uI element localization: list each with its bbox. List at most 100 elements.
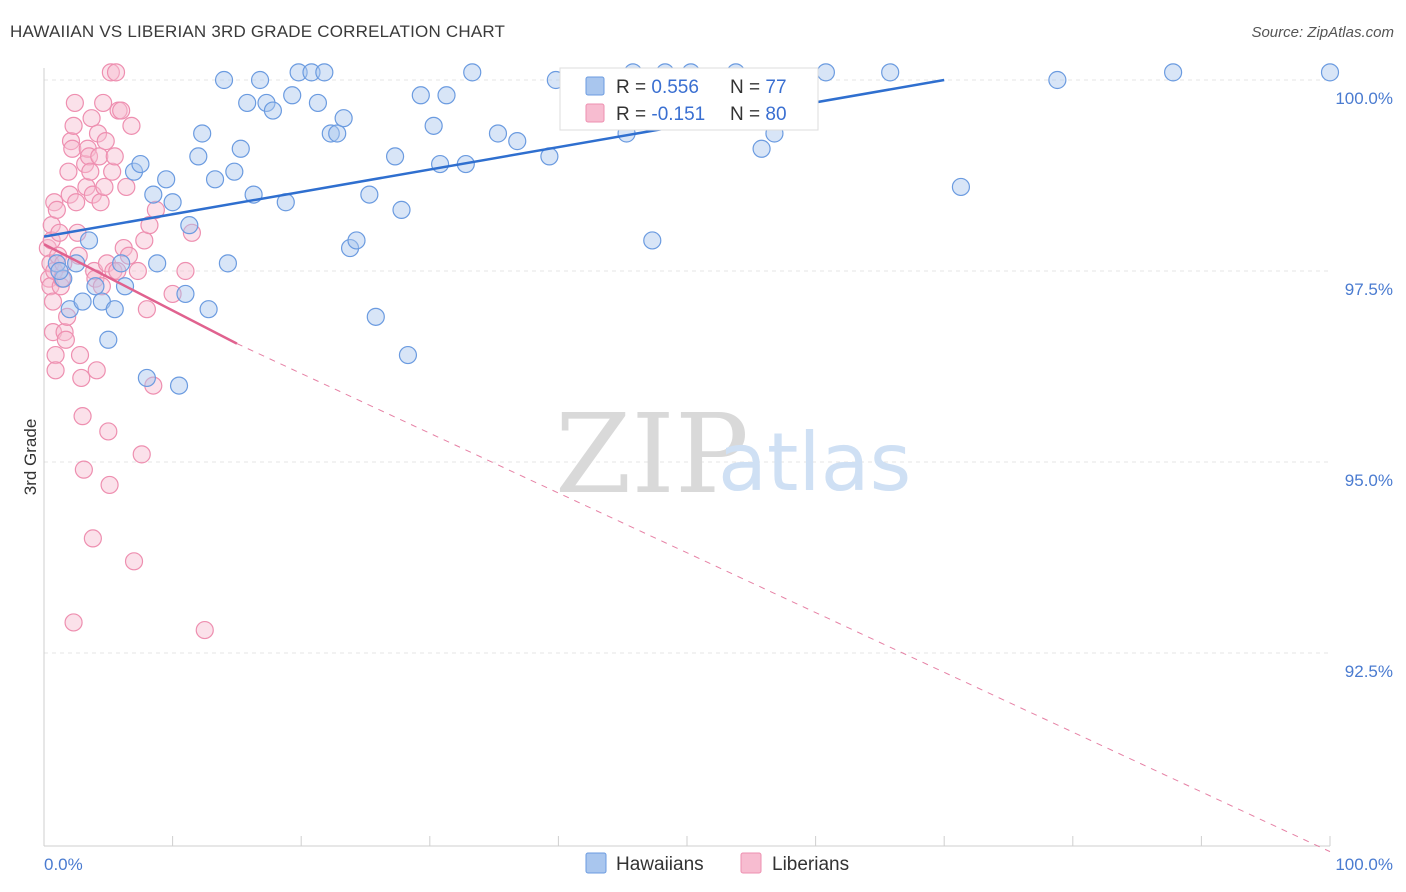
liberians-point — [124, 552, 144, 571]
series-legend: Hawaiians Liberians — [585, 852, 849, 875]
hawaiians-point — [157, 170, 176, 189]
hawaiians-point — [218, 254, 237, 273]
liberians-point — [128, 261, 147, 281]
liberians-trend-line — [43, 243, 238, 345]
svg-text:N = 80: N = 80 — [730, 104, 787, 125]
hawaiians-point — [398, 345, 418, 365]
liberians-point — [144, 376, 163, 395]
hawaiians-point — [752, 139, 771, 158]
watermark-zip: ZIP — [555, 390, 749, 518]
hawaiians-point — [488, 124, 508, 143]
x-tick-label-max: 100.0% — [1335, 855, 1393, 874]
liberians-point — [83, 529, 102, 548]
hawaiians-point — [881, 63, 900, 82]
liberians-r-label: R = — [616, 104, 651, 125]
hawaiians-point — [214, 70, 234, 90]
hawaiians-point — [315, 63, 334, 82]
y-axis-title: 3rd Grade — [21, 419, 40, 496]
hawaiians-point — [347, 231, 366, 250]
liberians-point — [163, 284, 182, 304]
liberians-point — [103, 162, 122, 181]
liberians-point — [61, 132, 81, 151]
hawaiians-point — [250, 70, 270, 90]
liberians-point — [101, 63, 120, 82]
hawaiians-point — [437, 86, 456, 105]
hawaiians-point — [411, 86, 430, 105]
svg-text:R = -0.151: R = -0.151 — [616, 104, 705, 125]
liberians-point — [99, 422, 118, 441]
liberians-point — [77, 177, 96, 197]
hawaiians-point — [86, 277, 105, 296]
source-label: Source: ZipAtlas.com — [1251, 24, 1394, 41]
hawaiians-point — [148, 254, 167, 273]
liberians-point — [105, 147, 124, 166]
hawaiians-point — [366, 307, 385, 326]
liberians-point — [91, 193, 110, 212]
hawaiians-swatch — [585, 76, 605, 96]
hawaiians-point — [105, 300, 124, 319]
liberians-point — [72, 368, 91, 388]
liberians-point — [119, 246, 138, 265]
hawaiians-r-value: 0.556 — [651, 77, 699, 98]
liberians-point — [132, 445, 151, 464]
hawaiians-point — [263, 101, 283, 120]
hawaiians-point — [385, 147, 405, 166]
hawaiians-point — [1320, 63, 1340, 82]
hawaiians-point — [163, 193, 182, 212]
liberians-point — [82, 109, 101, 128]
liberians-point — [64, 613, 83, 632]
stats-legend: R = 0.556 N = 77 R = -0.151 N = 80 — [559, 67, 819, 131]
liberians-r-value: -0.151 — [651, 104, 705, 125]
hawaiians-point — [205, 170, 225, 189]
hawaiians-point — [424, 116, 443, 135]
hawaiians-point — [951, 177, 971, 197]
liberians-n-label: N = — [730, 104, 765, 125]
hawaiians-point — [302, 63, 321, 82]
liberians-point — [140, 216, 159, 235]
hawaiians-point — [392, 200, 411, 219]
hawaiians-point — [144, 185, 163, 204]
liberians-point — [176, 261, 195, 281]
hawaiians-point — [340, 238, 360, 258]
hawaiians-point — [360, 185, 379, 204]
hawaiians-point — [137, 368, 156, 388]
liberians-point — [67, 193, 86, 212]
liberians-point — [43, 292, 63, 311]
watermark-atlas: atlas — [718, 416, 911, 509]
y-tick-label: 100.0% — [1335, 89, 1393, 108]
legend-hawaiians-label: Hawaiians — [616, 854, 704, 875]
hawaiians-point — [169, 376, 189, 395]
hawaiians-point — [99, 330, 118, 349]
liberians-point — [47, 200, 66, 219]
hawaiians-point — [238, 93, 257, 113]
liberians-point — [135, 231, 154, 250]
hawaiians-point — [79, 231, 99, 250]
hawaiians-point — [508, 132, 527, 151]
liberians-point — [63, 139, 82, 158]
liberians-point — [64, 116, 83, 135]
liberians-point — [81, 162, 100, 181]
hawaiians-point — [334, 109, 353, 128]
liberians-point — [112, 101, 131, 120]
hawaiians-point — [50, 261, 69, 281]
chart-title: HAWAIIAN VS LIBERIAN 3RD GRADE CORRELATI… — [10, 22, 506, 41]
liberians-n-value: 80 — [765, 104, 786, 125]
y-tick-label: 97.5% — [1345, 280, 1393, 299]
legend-hawaiians-swatch — [585, 852, 607, 874]
liberians-point — [70, 345, 90, 365]
hawaiians-point — [463, 63, 482, 82]
liberians-point — [195, 620, 214, 640]
hawaiians-point — [176, 284, 195, 304]
x-tick-label-min: 0.0% — [44, 855, 83, 874]
liberians-point — [137, 300, 156, 319]
liberians-point — [88, 124, 108, 143]
liberians-swatch — [585, 103, 605, 123]
hawaiians-point — [289, 63, 308, 82]
liberians-point — [56, 330, 75, 349]
svg-text:N = 77: N = 77 — [730, 77, 787, 98]
hawaiians-point — [283, 86, 302, 105]
hawaiians-r-label: R = — [616, 77, 651, 98]
hawaiians-point — [308, 93, 328, 113]
hawaiians-point — [124, 162, 144, 181]
